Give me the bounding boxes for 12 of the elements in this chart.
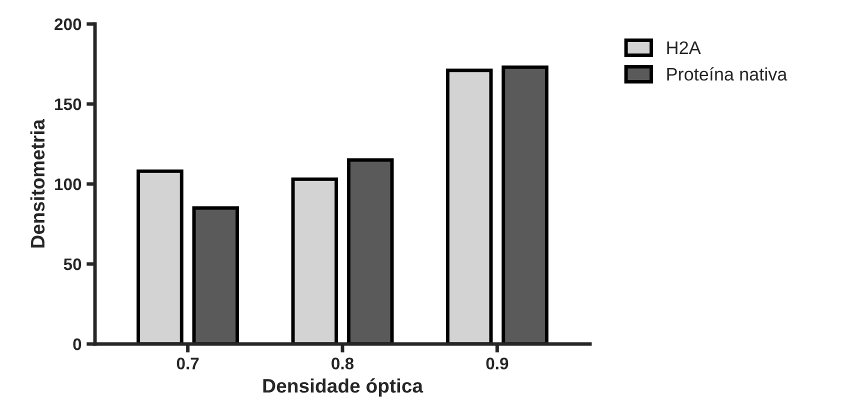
legend-label: Proteína nativa (667, 67, 788, 81)
y-tick-label: 100 (55, 178, 82, 190)
y-tick-label: 0 (73, 338, 82, 350)
x-tick-label: 0.8 (332, 358, 354, 370)
x-tick-label: 0.9 (486, 358, 508, 370)
y-tick-label: 200 (54, 18, 82, 30)
legend-label: H2A (667, 41, 701, 54)
y-tick-label: 50 (64, 258, 82, 270)
y-axis-title: Densitometria (30, 119, 45, 248)
y-tick-label: 150 (55, 98, 82, 110)
x-axis-title: Densidade óptica (263, 378, 424, 397)
x-tick-label: 0.7 (176, 358, 199, 370)
